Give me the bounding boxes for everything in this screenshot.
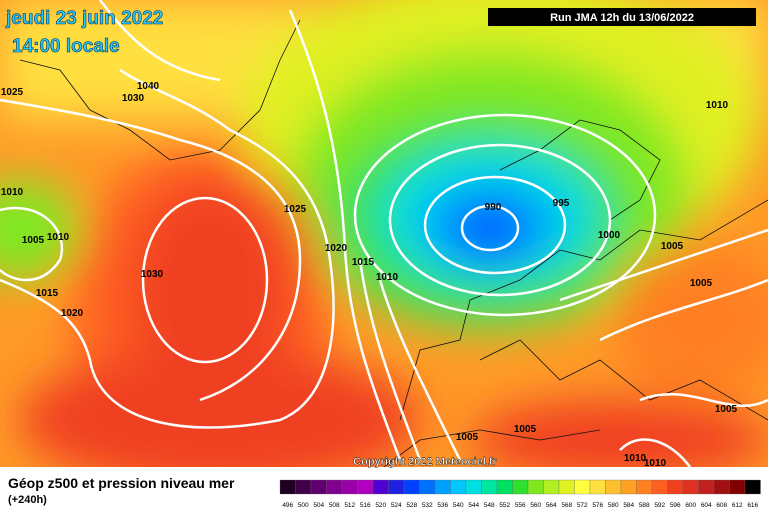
isobar-label: 1005: [715, 404, 738, 415]
scale-label: 504: [313, 502, 324, 509]
scale-swatch: [729, 479, 746, 495]
scale-label: 600: [685, 502, 696, 509]
scale-label: 548: [484, 502, 495, 509]
isobar-label: 1010: [376, 272, 399, 283]
scale-label: 496: [282, 502, 293, 509]
scale-label: 552: [499, 502, 510, 509]
scale-label: 588: [639, 502, 650, 509]
scale-swatch: [341, 479, 358, 495]
scale-label: 556: [515, 502, 526, 509]
scale-swatch: [605, 479, 622, 495]
isobar-label: 1015: [352, 257, 375, 268]
isobar-label: 1030: [141, 269, 164, 280]
isobar-label: 1005: [690, 278, 713, 289]
isobar-label: 1005: [661, 241, 684, 252]
scale-swatch: [558, 479, 575, 495]
isobar-label: 1025: [1, 87, 24, 98]
isobar-label: 1025: [284, 204, 307, 215]
scale-swatch: [310, 479, 327, 495]
scale-label: 612: [732, 502, 743, 509]
scale-swatch: [543, 479, 560, 495]
scale-label: 560: [530, 502, 541, 509]
legend-lead: (+240h): [8, 494, 47, 506]
scale-swatch: [357, 479, 374, 495]
scale-label: 528: [406, 502, 417, 509]
isobar-label: 1000: [598, 230, 621, 241]
scale-label: 536: [437, 502, 448, 509]
scale-swatch: [403, 479, 420, 495]
scale-label: 604: [701, 502, 712, 509]
scale-label: 516: [360, 502, 371, 509]
scale-swatch: [450, 479, 467, 495]
scale-label: 580: [608, 502, 619, 509]
scale-label: 568: [561, 502, 572, 509]
time: 14:00 locale: [12, 36, 120, 57]
scale-label: 564: [546, 502, 557, 509]
scale-swatch: [295, 479, 312, 495]
scale-label: 532: [422, 502, 433, 509]
scale-label: 540: [453, 502, 464, 509]
isobar-label: 1040: [137, 81, 160, 92]
scale-swatch: [481, 479, 498, 495]
scale-swatch: [465, 479, 482, 495]
scale-swatch: [527, 479, 544, 495]
run-label: Run JMA 12h du 13/06/2022: [550, 12, 694, 24]
scale-swatch: [589, 479, 606, 495]
scale-label: 616: [747, 502, 758, 509]
scale-swatch: [636, 479, 653, 495]
isobar-label: 1030: [122, 93, 145, 104]
scale-swatch: [419, 479, 436, 495]
scale-swatch: [698, 479, 715, 495]
scale-swatch: [651, 479, 668, 495]
scale-label: 524: [391, 502, 402, 509]
isobar-label: 1005: [22, 235, 45, 246]
isobar-label: 1010: [624, 453, 647, 464]
isobar-label: 1005: [514, 424, 537, 435]
isobar-label: 1005: [456, 432, 479, 443]
scale-swatch: [574, 479, 591, 495]
isobar-label: 1015: [36, 288, 59, 299]
scale-label: 544: [468, 502, 479, 509]
scale-label: 584: [623, 502, 634, 509]
scale-label: 596: [670, 502, 681, 509]
scale-swatch: [326, 479, 343, 495]
scale-swatch: [496, 479, 513, 495]
scale-swatch: [682, 479, 699, 495]
isobar-label: 1010: [1, 187, 24, 198]
isobar-label: 1020: [325, 243, 348, 254]
scale-label: 592: [654, 502, 665, 509]
scale-label: 520: [375, 502, 386, 509]
scale-swatch: [434, 479, 451, 495]
date: jeudi 23 juin 2022: [5, 8, 163, 29]
scale-swatch: [388, 479, 405, 495]
isobar-label: 1010: [47, 232, 70, 243]
copyright: Copyright 2022 Meteociel.fr: [353, 456, 497, 468]
isobar-label: 1010: [706, 100, 729, 111]
scale-swatch: [744, 479, 761, 495]
scale-swatch: [620, 479, 637, 495]
scale-label: 572: [577, 502, 588, 509]
legend-title: Géop z500 et pression niveau mer: [8, 475, 235, 491]
scale-swatch: [512, 479, 529, 495]
scale-label: 608: [716, 502, 727, 509]
scale-label: 508: [329, 502, 340, 509]
isobar-label: 1010: [644, 458, 667, 469]
scale-swatch: [279, 479, 296, 495]
scale-label: 500: [298, 502, 309, 509]
scale-label: 576: [592, 502, 603, 509]
isobar-label: 990: [485, 202, 502, 213]
scale-swatch: [372, 479, 389, 495]
scale-swatch: [667, 479, 684, 495]
isobar-label: 1020: [61, 308, 84, 319]
run-box: [488, 8, 756, 26]
scale-label: 512: [344, 502, 355, 509]
scale-swatch: [713, 479, 730, 495]
isobar-label: 995: [553, 198, 570, 209]
